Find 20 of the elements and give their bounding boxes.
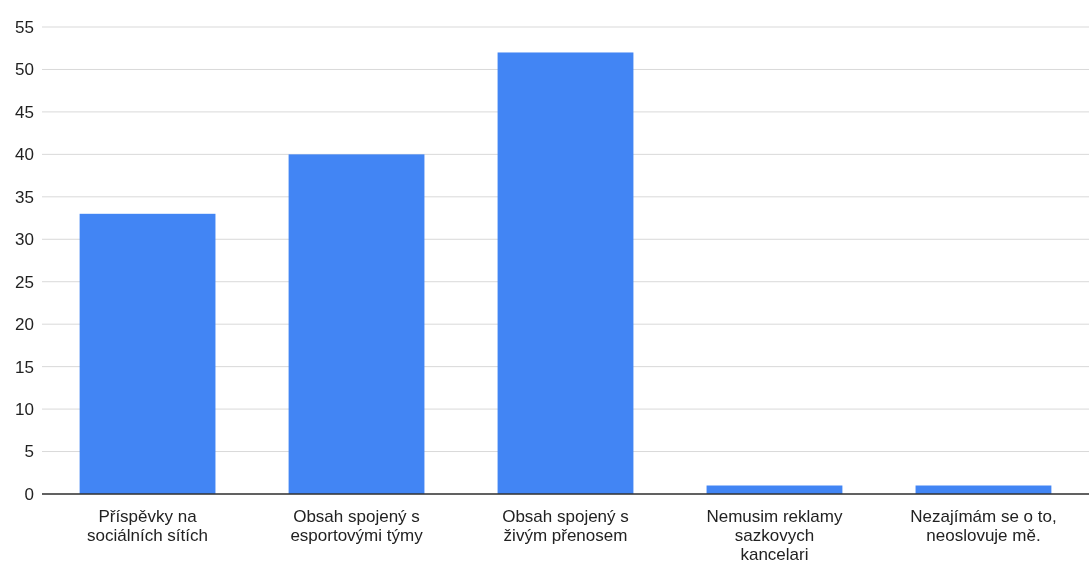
y-tick-label: 20 <box>15 315 34 335</box>
y-tick-label: 0 <box>24 484 34 504</box>
x-tick-label: Příspěvky na sociálních sítích <box>87 507 209 545</box>
y-tick-label: 40 <box>15 145 34 165</box>
y-tick-label: 45 <box>15 102 34 122</box>
x-tick-label: Obsah spojený s esportovými týmy <box>290 507 424 545</box>
y-tick-label: 55 <box>15 17 34 37</box>
bar <box>288 154 425 494</box>
x-tick-label: Nemusim reklamy sazkovych kancelari <box>706 507 843 564</box>
x-tick-label: Obsah spojený s živým přenosem <box>502 507 629 545</box>
y-tick-label: 30 <box>15 230 34 250</box>
y-tick-label: 25 <box>15 272 34 292</box>
y-tick-label: 15 <box>15 357 34 377</box>
bar <box>497 52 634 494</box>
y-tick-label: 5 <box>24 442 34 462</box>
y-tick-label: 50 <box>15 60 34 80</box>
y-tick-label: 10 <box>15 400 34 420</box>
y-tick-label: 35 <box>15 187 34 207</box>
bar <box>79 213 216 494</box>
x-tick-label: Nezajímám se o to, neoslovuje mě. <box>910 507 1057 545</box>
